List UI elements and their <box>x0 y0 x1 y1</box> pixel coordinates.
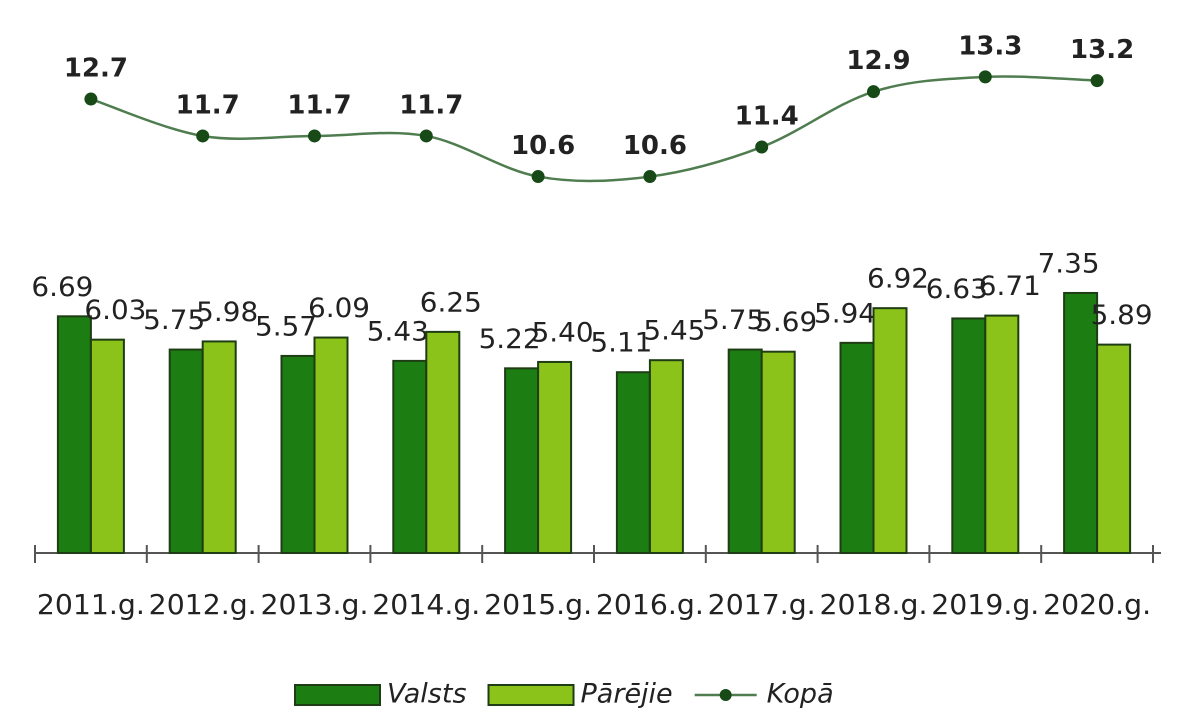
data-label: 10.6 <box>511 131 575 161</box>
x-tick-label: 2012.g. <box>149 588 257 621</box>
data-label: 5.98 <box>196 297 258 328</box>
line-marker <box>419 129 433 143</box>
bar <box>392 359 428 554</box>
bar <box>984 314 1020 554</box>
bar <box>727 348 763 554</box>
data-label: 11.4 <box>735 102 799 132</box>
x-tick-label: 2014.g. <box>372 588 480 621</box>
data-label: 5.45 <box>643 316 705 347</box>
legend-label: Valsts <box>387 679 467 710</box>
data-label: 5.89 <box>1091 300 1153 331</box>
bar <box>1063 291 1099 554</box>
data-label: 6.69 <box>31 272 93 303</box>
data-label: 5.94 <box>814 298 876 329</box>
line-marker <box>978 70 992 84</box>
line-marker <box>643 170 657 184</box>
line <box>90 75 1098 183</box>
data-label: 6.92 <box>867 264 929 295</box>
data-label: 6.63 <box>926 274 988 305</box>
line-marker <box>755 140 769 154</box>
bar <box>839 341 875 554</box>
data-label: 6.71 <box>979 271 1041 302</box>
data-label: 5.11 <box>590 328 652 359</box>
data-label: 5.75 <box>702 305 764 336</box>
bar <box>504 367 540 554</box>
x-tick-label: 2018.g. <box>820 588 928 621</box>
bar <box>1096 343 1132 555</box>
legend-label: Kopā <box>767 679 834 710</box>
bar <box>89 338 125 554</box>
data-label: 5.69 <box>755 307 817 338</box>
data-label: 12.9 <box>846 46 910 76</box>
data-label: 6.09 <box>308 293 370 324</box>
x-tick-label: 2013.g. <box>261 588 369 621</box>
data-label: 5.57 <box>255 311 317 342</box>
line-marker <box>867 85 880 99</box>
line-marker <box>1090 74 1104 88</box>
bar <box>280 354 316 555</box>
bar <box>56 315 92 554</box>
x-tick-label: 2016.g. <box>596 588 704 621</box>
data-label: 5.75 <box>143 305 205 336</box>
bar <box>615 371 651 554</box>
legend-swatch <box>719 689 732 701</box>
bar <box>872 307 908 554</box>
bar <box>537 360 573 554</box>
x-tick-label: 2019.g. <box>931 588 1039 621</box>
bar <box>168 348 204 554</box>
x-tick-label: 2015.g. <box>484 588 592 621</box>
line-marker <box>84 92 98 106</box>
data-label: 5.43 <box>367 316 429 347</box>
legend-swatch <box>487 684 575 706</box>
legend-swatch <box>294 684 381 706</box>
bar <box>648 359 684 555</box>
legend-label: Pārējie <box>581 679 673 710</box>
data-label: 11.7 <box>287 90 351 120</box>
data-label: 11.7 <box>176 90 240 120</box>
bar <box>313 336 349 555</box>
line-marker <box>531 170 545 184</box>
data-label: 12.7 <box>64 54 128 84</box>
data-label: 13.3 <box>958 31 1022 61</box>
data-label: 5.40 <box>532 317 594 348</box>
data-label: 5.22 <box>479 324 541 355</box>
data-label: 6.25 <box>420 287 482 318</box>
data-label: 6.03 <box>84 295 146 326</box>
bar <box>201 340 237 555</box>
line-marker <box>308 129 321 143</box>
x-tick-label: 2017.g. <box>708 588 816 621</box>
x-tick-label: 2020.g. <box>1043 588 1151 621</box>
data-label: 13.2 <box>1070 35 1134 65</box>
line-marker <box>196 129 210 143</box>
data-label: 7.35 <box>1038 248 1100 279</box>
bar <box>425 330 461 554</box>
bar <box>951 317 987 555</box>
data-label: 11.7 <box>399 90 463 120</box>
x-tick-label: 2011.g. <box>37 588 145 621</box>
data-label: 10.6 <box>623 131 687 161</box>
bar <box>760 350 796 554</box>
